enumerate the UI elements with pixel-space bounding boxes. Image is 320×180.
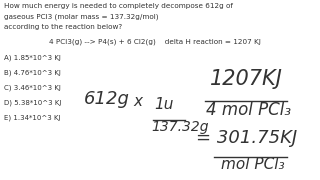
Text: according to the reaction below?: according to the reaction below? [4,24,123,30]
Text: 137.32g: 137.32g [151,120,209,134]
Text: B) 4.76*10^3 KJ: B) 4.76*10^3 KJ [4,70,61,76]
Text: = 301.75KJ: = 301.75KJ [196,129,297,147]
Text: 4 PCl3(g) --> P4(s) + 6 Cl2(g)    delta H reaction = 1207 KJ: 4 PCl3(g) --> P4(s) + 6 Cl2(g) delta H r… [49,39,260,45]
Text: How much energy is needed to completely decompose 612g of: How much energy is needed to completely … [4,3,233,9]
Text: A) 1.85*10^3 KJ: A) 1.85*10^3 KJ [4,55,61,61]
Text: 1207KJ: 1207KJ [210,69,283,89]
Text: E) 1.34*10^3 KJ: E) 1.34*10^3 KJ [4,115,61,121]
Text: 4 mol PCl₃: 4 mol PCl₃ [206,101,291,119]
Text: C) 3.46*10^3 KJ: C) 3.46*10^3 KJ [4,85,61,91]
Text: x: x [133,94,142,109]
Text: mol PCl₃: mol PCl₃ [220,157,284,172]
Text: D) 5.38*10^3 KJ: D) 5.38*10^3 KJ [4,100,62,106]
Text: 612g: 612g [84,90,130,108]
Text: 1u: 1u [155,97,174,112]
Text: gaseous PCl3 (molar mass = 137.32g/mol): gaseous PCl3 (molar mass = 137.32g/mol) [4,14,159,20]
